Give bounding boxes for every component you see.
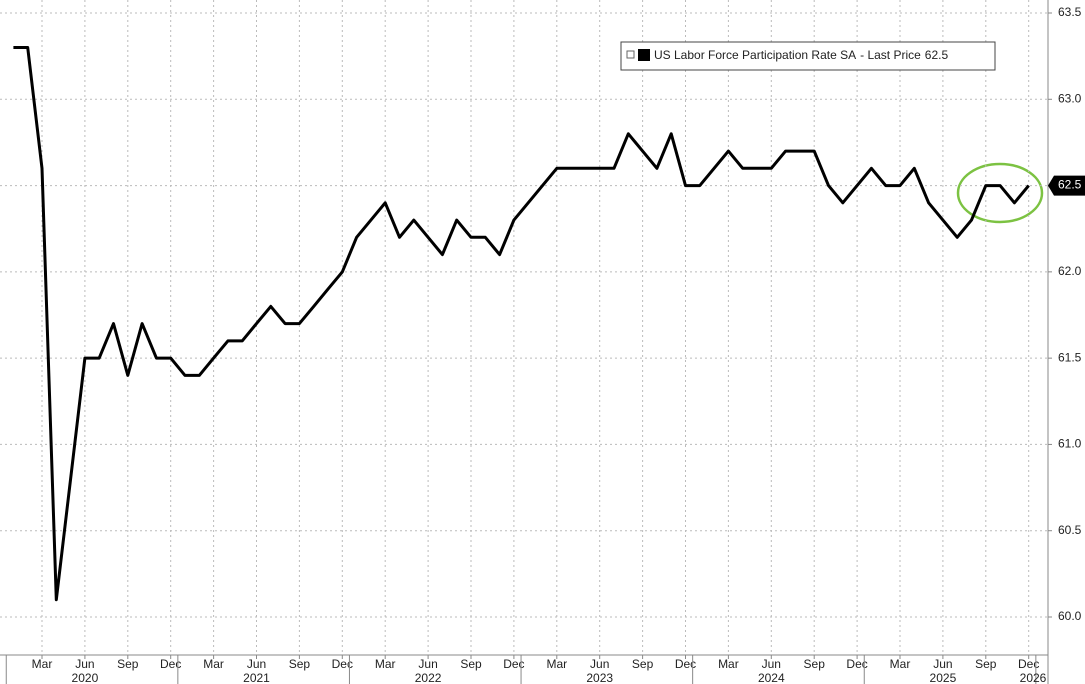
x-tick-label: Sep [632,657,654,671]
y-tick-label: 61.5 [1058,350,1082,364]
x-tick-label: Jun [247,657,266,671]
x-tick-label: Jun [75,657,94,671]
x-tick-label: Dec [675,657,696,671]
last-price-label: 62.5 [1058,178,1082,192]
legend-swatch [638,49,650,61]
x-tick-label: Dec [846,657,867,671]
x-tick-label: Sep [804,657,826,671]
year-label: 2022 [415,671,442,684]
x-tick-label: Mar [718,657,739,671]
legend-last-price-label: - Last Price [860,48,921,62]
x-tick-label: Sep [460,657,482,671]
legend-series-name: US Labor Force Participation Rate SA [654,48,856,62]
x-tick-label: Jun [762,657,781,671]
x-tick-label: Jun [418,657,437,671]
legend-last-price: 62.5 [925,48,949,62]
y-tick-label: 60.5 [1058,523,1082,537]
x-tick-label: Sep [975,657,997,671]
line [13,46,1030,602]
year-label: 2023 [586,671,613,684]
x-tick-label: Dec [1018,657,1039,671]
last-price-tag [1048,175,1085,196]
x-tick-label: Mar [546,657,567,671]
y-tick-label: 61.0 [1058,437,1082,451]
x-tick-label: Mar [890,657,911,671]
y-tick-label: 63.5 [1058,5,1082,19]
year-label: 2025 [930,671,957,684]
x-tick-label: Sep [289,657,311,671]
x-tick-label: Jun [590,657,609,671]
year-label: 2024 [758,671,785,684]
y-tick-label: 60.0 [1058,609,1082,623]
legend-box [620,41,996,71]
legend: US Labor Force Participation Rate SA - La… [620,41,996,71]
y-tick-label: 62.0 [1058,264,1082,278]
x-tick-label: Mar [375,657,396,671]
x-tick-label: Mar [203,657,224,671]
year-label: 2026 [1020,671,1047,684]
x-tick-label: Sep [117,657,139,671]
x-tick-label: Dec [160,657,181,671]
x-tick-label: Mar [32,657,53,671]
year-label: 2021 [243,671,270,684]
legend-expand-icon [626,50,635,59]
year-label: 2020 [72,671,99,684]
legend-text: US Labor Force Participation Rate SA - La… [654,48,948,62]
highlight-circle [956,162,1044,224]
x-tick-label: Jun [933,657,952,671]
y-tick-label: 63.0 [1058,91,1082,105]
x-tick-label: Dec [332,657,353,671]
x-tick-label: Dec [503,657,524,671]
